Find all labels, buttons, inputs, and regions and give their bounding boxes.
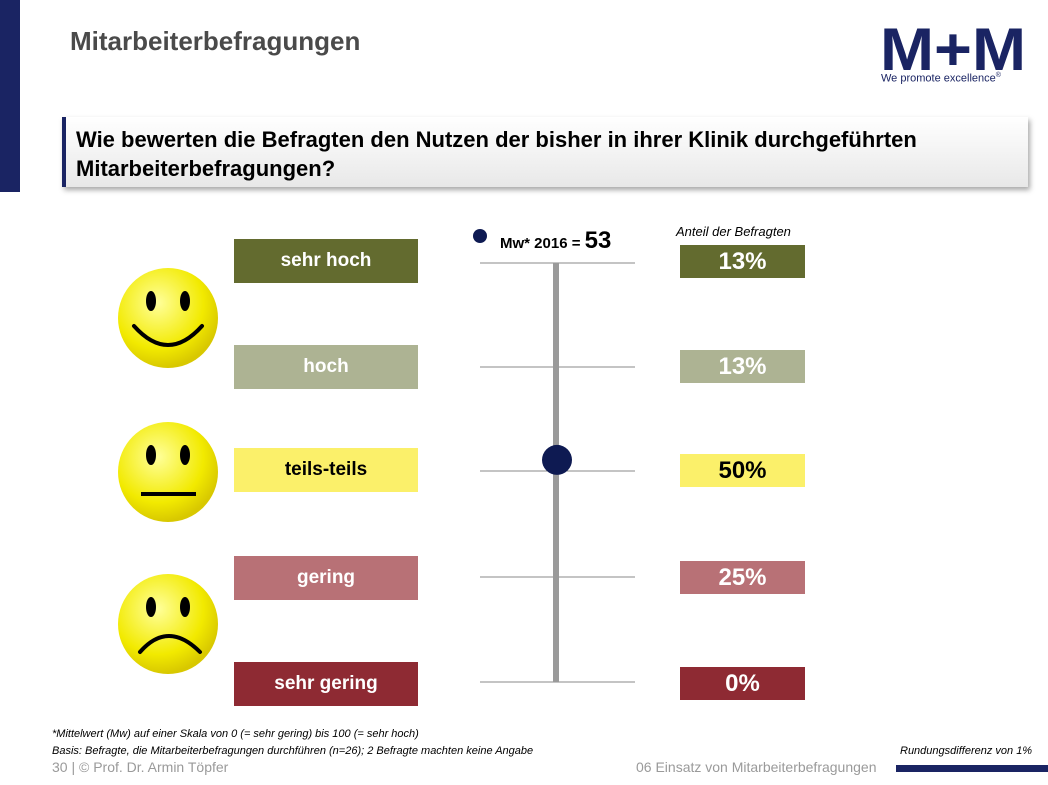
percentage-label: 13%	[718, 352, 767, 380]
percentage-box: 50%	[680, 454, 805, 487]
category-box: gering	[234, 556, 418, 600]
mean-scale	[480, 262, 635, 683]
category-label: teils-teils	[284, 459, 368, 480]
mean-marker	[542, 444, 572, 475]
mean-legend-label: Mw* 2016 = 53	[500, 227, 612, 254]
footnote-mean: *Mittelwert (Mw) auf einer Skala von 0 (…	[52, 728, 419, 740]
value-header: Anteil der Befragten	[676, 224, 791, 239]
left-accent-bar	[0, 0, 20, 192]
category-label: hoch	[303, 356, 349, 377]
category-box: teils-teils	[234, 448, 418, 492]
bottom-accent-bar	[896, 765, 1048, 772]
percentage-label: 0%	[725, 669, 760, 697]
category-label: gering	[296, 567, 356, 588]
footnote-basis: Basis: Befragte, die Mitarbeiterbefragun…	[52, 745, 534, 757]
logo-tagline: We promote excellence®	[881, 72, 1001, 85]
percentage-label: 25%	[718, 563, 767, 591]
section-label: 06 Einsatz von Mitarbeiterbefragungen	[636, 759, 877, 775]
question-box: Wie bewerten die Befragten den Nutzen de…	[62, 117, 1028, 187]
question-text: Wie bewerten die Befragten den Nutzen de…	[76, 127, 917, 181]
percentage-box: 13%	[680, 350, 805, 383]
happy-face-icon	[118, 268, 218, 368]
logo-text: M+M	[880, 20, 1026, 83]
percentage-box: 25%	[680, 561, 805, 594]
percentage-box: 0%	[680, 667, 805, 700]
mean-legend-dot	[473, 229, 487, 243]
category-label: sehr hoch	[280, 250, 372, 271]
page-title: Mitarbeiterbefragungen	[70, 26, 361, 56]
neutral-face-icon	[118, 422, 218, 522]
category-label: sehr gering	[274, 673, 378, 694]
page-number: 30 | © Prof. Dr. Armin Töpfer	[52, 759, 229, 775]
category-box: sehr gering	[234, 662, 418, 706]
category-box: hoch	[234, 345, 418, 389]
percentage-label: 13%	[718, 247, 767, 275]
category-box: sehr hoch	[234, 239, 418, 283]
percentage-box: 13%	[680, 245, 805, 278]
mean-value: 53	[584, 227, 612, 254]
footnote-rounding: Rundungsdifferenz von 1%	[900, 745, 1033, 757]
percentage-label: 50%	[718, 456, 767, 484]
sad-face-icon	[118, 574, 218, 674]
mm-logo: M+M	[880, 20, 1026, 83]
